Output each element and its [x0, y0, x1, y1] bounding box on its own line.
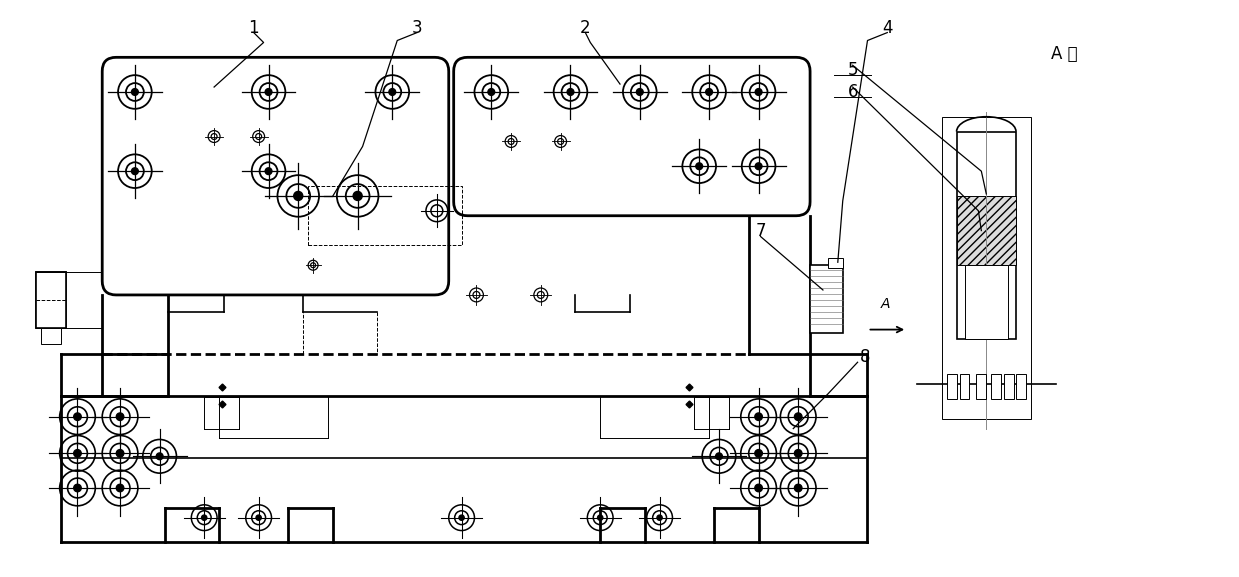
Circle shape [696, 163, 703, 170]
Circle shape [755, 484, 762, 492]
Text: 1: 1 [248, 18, 259, 36]
Circle shape [131, 168, 139, 175]
Bar [991, 374, 1001, 399]
Circle shape [256, 515, 261, 520]
Circle shape [657, 515, 662, 520]
Circle shape [755, 413, 762, 421]
Text: 6: 6 [847, 83, 857, 101]
Bar [947, 374, 957, 399]
Text: 5: 5 [847, 61, 857, 79]
Text: A: A [881, 297, 890, 311]
Circle shape [265, 168, 271, 175]
Circle shape [116, 413, 124, 421]
Circle shape [73, 484, 82, 492]
Circle shape [794, 484, 802, 492]
Text: 3: 3 [411, 18, 422, 36]
Circle shape [156, 453, 164, 460]
Circle shape [794, 413, 802, 421]
Circle shape [488, 89, 494, 95]
Bar [36, 272, 66, 328]
Bar [959, 374, 969, 399]
Circle shape [756, 89, 762, 95]
Bar [1004, 374, 1014, 399]
Circle shape [131, 89, 139, 95]
Bar [957, 196, 1016, 265]
Circle shape [116, 449, 124, 457]
Bar [36, 272, 66, 328]
Circle shape [755, 449, 762, 457]
Bar [810, 265, 843, 332]
Bar [942, 117, 1031, 419]
Circle shape [567, 89, 574, 95]
Circle shape [637, 89, 643, 95]
Circle shape [73, 449, 82, 457]
Circle shape [716, 453, 722, 460]
Text: 2: 2 [580, 18, 591, 36]
Bar [41, 328, 61, 344]
Circle shape [794, 449, 802, 457]
Text: A 向: A 向 [1051, 46, 1077, 63]
Text: 4: 4 [882, 18, 892, 36]
Circle shape [73, 413, 82, 421]
Circle shape [294, 192, 302, 200]
Circle shape [265, 89, 271, 95]
Text: 7: 7 [756, 222, 766, 239]
Circle shape [389, 89, 395, 95]
Bar [957, 132, 1016, 339]
Bar [1016, 374, 1026, 399]
Circle shape [706, 89, 712, 95]
Circle shape [353, 192, 362, 200]
Bar [309, 186, 462, 245]
Circle shape [116, 484, 124, 492]
Bar [964, 265, 1009, 339]
Circle shape [597, 515, 603, 520]
Circle shape [458, 515, 465, 520]
Circle shape [756, 163, 762, 170]
Circle shape [202, 515, 207, 520]
Text: 8: 8 [860, 349, 871, 366]
Bar [976, 374, 986, 399]
Bar [828, 258, 843, 268]
